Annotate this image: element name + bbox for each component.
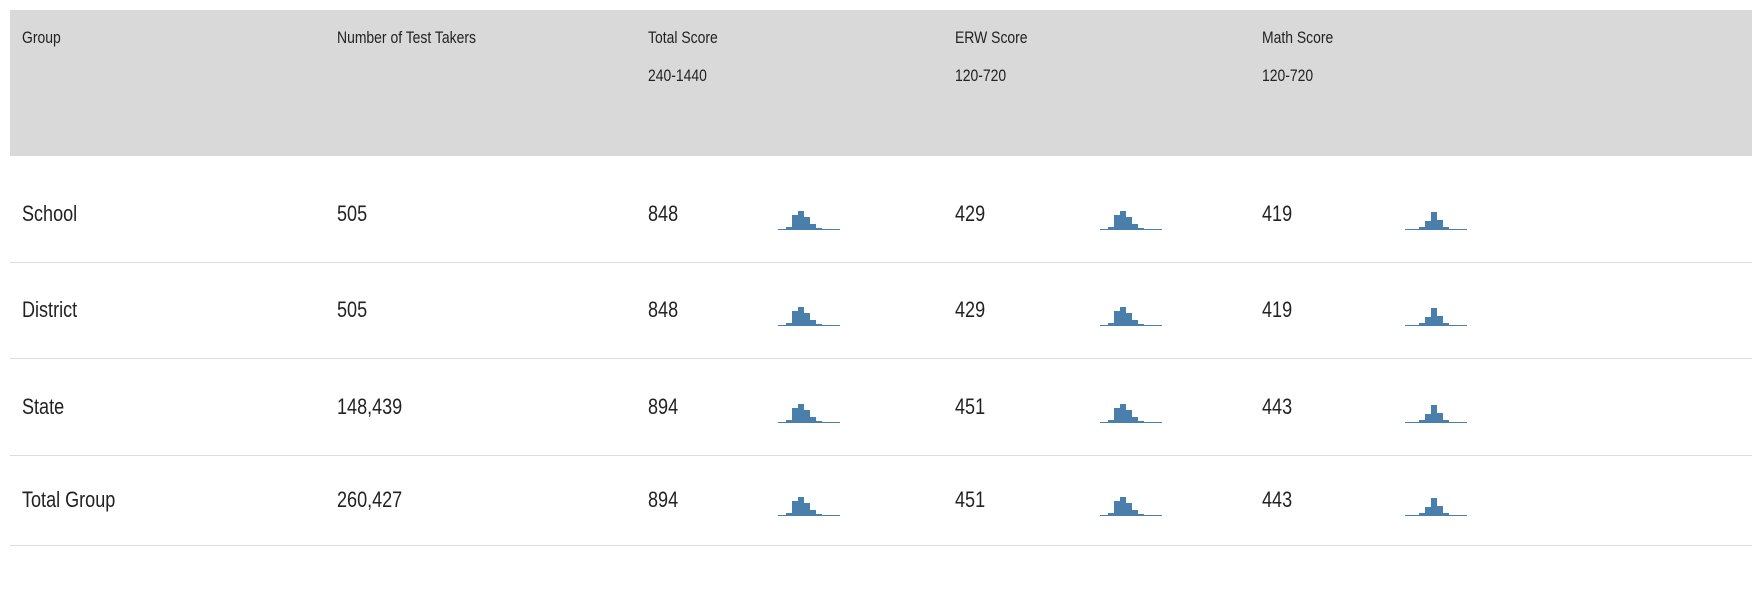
table-header: Group Number of Test Takers Total Score 240… xyxy=(10,10,1752,156)
table-cell: District xyxy=(22,297,78,322)
distribution-icon xyxy=(1100,307,1162,326)
table-cell: 848 xyxy=(648,297,679,322)
table-cell: 429 xyxy=(955,297,986,322)
distribution-icon xyxy=(778,307,840,326)
table-cell: 505 xyxy=(337,297,368,322)
table-row: School 505 848 429 419 xyxy=(10,166,1752,263)
distribution-icon xyxy=(1405,498,1467,516)
column-range: 240-1440 xyxy=(648,66,707,85)
table-cell: State xyxy=(22,393,65,419)
column-range: 120-720 xyxy=(1262,66,1314,85)
distribution-icon xyxy=(1405,404,1467,423)
table-cell: 505 xyxy=(337,201,368,226)
table-row: District 505 848 429 419 xyxy=(10,262,1752,359)
table-cell: 451 xyxy=(955,393,986,419)
distribution-icon xyxy=(1100,497,1162,516)
column-title: ERW Score xyxy=(955,28,1028,47)
distribution-icon xyxy=(1405,212,1467,230)
table-cell: Total Group xyxy=(22,487,116,512)
table-cell: 894 xyxy=(648,393,679,419)
table-cell: 419 xyxy=(1262,201,1293,226)
column-header: Math Score 120-720 xyxy=(1262,28,1333,86)
distribution-icon xyxy=(1100,211,1162,230)
table-cell: 429 xyxy=(955,201,986,226)
column-title: Group xyxy=(22,28,61,47)
distribution-icon xyxy=(1100,403,1162,423)
distribution-icon xyxy=(778,403,840,423)
table-cell: 443 xyxy=(1262,393,1293,419)
table-row: Total Group 260,427 894 451 443 xyxy=(10,455,1752,546)
table-cell: 148,439 xyxy=(337,393,403,419)
column-header: ERW Score 120-720 xyxy=(955,28,1028,86)
distribution-icon xyxy=(778,211,840,230)
table-row: State 148,439 894 451 443 xyxy=(10,358,1752,456)
table-cell: 419 xyxy=(1262,297,1293,322)
column-title: Math Score xyxy=(1262,28,1334,47)
table-cell: 894 xyxy=(648,487,679,512)
column-header: Number of Test Takers xyxy=(337,28,476,48)
column-title: Number of Test Takers xyxy=(337,28,476,47)
distribution-icon xyxy=(778,497,840,516)
table-cell: School xyxy=(22,201,78,226)
table-cell: 260,427 xyxy=(337,487,403,512)
column-title: Total Score xyxy=(648,28,718,47)
column-header: Group xyxy=(22,28,61,48)
distribution-icon xyxy=(1405,308,1467,326)
table-cell: 443 xyxy=(1262,487,1293,512)
table-cell: 848 xyxy=(648,201,679,226)
column-range: 120-720 xyxy=(955,66,1007,85)
table-cell: 451 xyxy=(955,487,986,512)
column-header: Total Score 240-1440 xyxy=(648,28,718,86)
